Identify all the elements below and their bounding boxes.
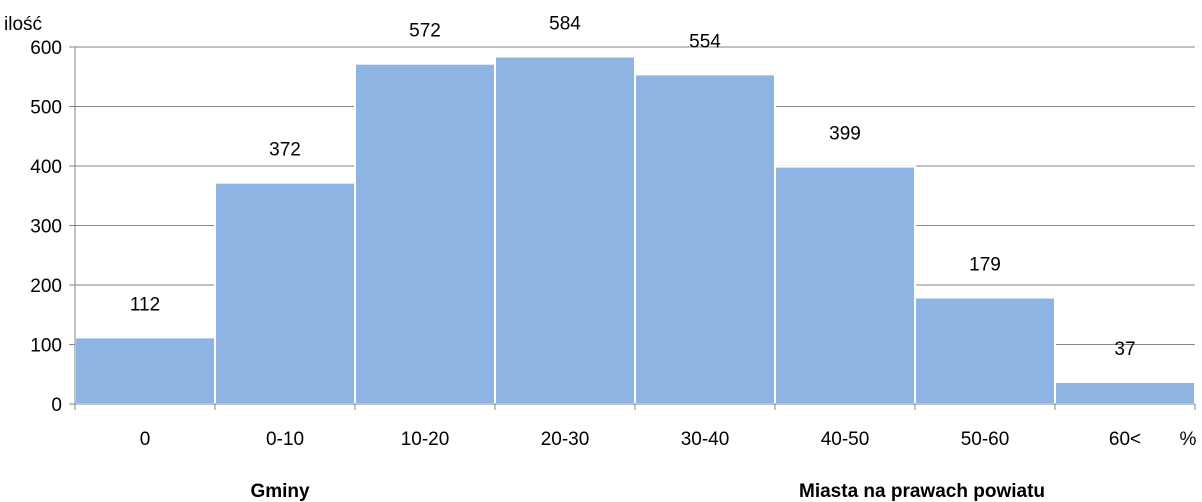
bar (914, 296, 1056, 405)
bar (74, 336, 216, 405)
x-tick-label: 0-10 (266, 429, 304, 450)
data-label: 584 (549, 14, 581, 35)
bar (354, 62, 496, 405)
x-tick-label: 50-60 (961, 429, 1010, 450)
x-tick-label: 10-20 (401, 429, 450, 450)
data-label: 179 (969, 254, 1001, 275)
data-label: 572 (409, 21, 441, 42)
data-label: 112 (130, 294, 160, 315)
y-tick-label: 400 (30, 157, 62, 178)
x-tick-label: 0 (140, 429, 151, 450)
y-tick-label: 500 (30, 98, 62, 119)
group-label-miasta: Miasta na prawach powiatu (799, 481, 1045, 502)
bar (214, 181, 356, 405)
bars (74, 55, 1196, 406)
data-label: 37 (1114, 339, 1135, 360)
x-axis-unit: % (1180, 429, 1197, 450)
y-axis-title: ilość (4, 14, 42, 35)
x-tick-label: 40-50 (821, 429, 870, 450)
bar (1054, 380, 1196, 405)
y-tick-label: 300 (30, 217, 62, 238)
bar (774, 165, 916, 405)
data-label: 554 (689, 31, 721, 52)
y-tick-label: 100 (30, 336, 62, 357)
y-tick-label: 0 (51, 395, 62, 416)
x-tick-label: 20-30 (541, 429, 590, 450)
labels: ilość % Gminy Miasta na prawach powiatu … (4, 14, 1197, 502)
y-tick-label: 200 (30, 276, 62, 297)
y-tick-label: 600 (30, 38, 62, 59)
x-tick-label: 60< (1109, 429, 1141, 450)
bar (494, 55, 636, 406)
axes (69, 46, 1196, 410)
x-tick-label: 30-40 (681, 429, 730, 450)
data-label: 372 (269, 140, 301, 161)
bar (634, 73, 776, 406)
data-label: 399 (829, 124, 861, 145)
group-label-gminy: Gminy (250, 481, 310, 502)
